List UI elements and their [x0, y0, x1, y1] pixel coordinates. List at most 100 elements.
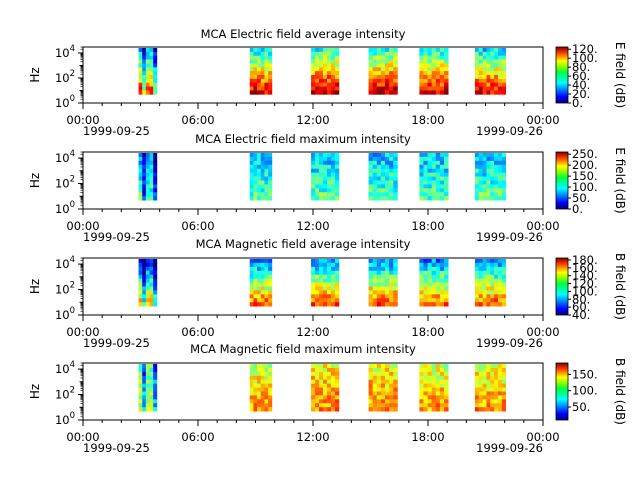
data-cell — [253, 270, 258, 276]
data-cell — [330, 278, 336, 283]
data-cell — [376, 168, 382, 174]
data-cell — [264, 78, 269, 84]
data-cell — [315, 294, 320, 299]
data-cell — [435, 184, 441, 189]
data-cell — [142, 298, 147, 303]
data-cell — [478, 192, 484, 197]
data-cell — [393, 59, 398, 64]
data-cell — [368, 278, 374, 283]
colorbar-tick-label: 40. — [572, 308, 590, 322]
data-cell — [319, 367, 324, 373]
data-cell — [334, 399, 340, 404]
data-cell — [419, 82, 424, 87]
data-cell — [268, 180, 273, 185]
data-cell — [249, 371, 254, 377]
data-cell — [376, 298, 382, 303]
data-cell — [372, 172, 378, 177]
data-cell — [311, 290, 316, 295]
data-cell — [439, 153, 445, 158]
data-cell — [419, 180, 424, 185]
data-cell — [153, 399, 158, 404]
data-cell — [311, 67, 316, 72]
data-cell — [482, 367, 487, 373]
data-cell — [311, 294, 316, 299]
data-cell — [260, 403, 265, 408]
data-cell — [497, 391, 503, 396]
data-cell — [490, 403, 495, 408]
data-cell — [319, 184, 324, 189]
data-cell — [319, 375, 324, 381]
data-cell — [478, 172, 484, 177]
data-cell — [253, 153, 258, 158]
data-cell — [486, 282, 491, 287]
data-cell — [423, 55, 428, 60]
data-cell — [253, 82, 258, 87]
data-cell — [435, 383, 441, 388]
data-cell — [474, 371, 480, 377]
y-tick-label: 104 — [55, 360, 75, 376]
data-cell — [268, 82, 273, 87]
data-cell — [385, 290, 390, 295]
data-cell — [444, 71, 449, 76]
data-cell — [326, 294, 332, 299]
data-cell — [482, 270, 487, 276]
chart-title: MCA Magnetic field average intensity — [196, 237, 411, 251]
data-cell — [419, 153, 424, 158]
colorbar-tick-label: 0. — [572, 202, 583, 216]
data-cell — [494, 164, 499, 170]
data-cell — [494, 78, 499, 84]
data-cell — [376, 180, 382, 185]
x-tick-label: 18:00 — [411, 430, 444, 444]
data-cell — [393, 274, 398, 280]
data-cell — [142, 262, 147, 268]
data-cell — [380, 379, 386, 385]
data-cell — [490, 371, 495, 377]
data-cell — [497, 180, 503, 185]
data-cell — [423, 172, 428, 177]
data-cell — [501, 270, 507, 276]
data-cell — [497, 153, 503, 158]
data-cell — [142, 274, 147, 280]
data-cell — [393, 391, 398, 396]
data-cell — [376, 47, 382, 53]
data-cell — [385, 86, 390, 91]
data-cell — [372, 55, 378, 60]
data-cell — [145, 278, 150, 283]
data-cell — [419, 78, 424, 84]
data-cell — [385, 153, 390, 158]
data-cell — [486, 302, 491, 307]
data-cell — [393, 172, 398, 177]
data-cell — [435, 262, 441, 268]
data-cell — [486, 86, 491, 91]
data-cell — [260, 407, 265, 412]
data-cell — [138, 375, 143, 381]
data-cell — [142, 294, 147, 299]
data-cell — [494, 172, 499, 177]
data-cell — [268, 286, 273, 291]
data-cell — [249, 71, 254, 76]
data-cell — [501, 67, 507, 72]
data-cell — [253, 290, 258, 295]
data-cell — [482, 379, 487, 385]
data-cell — [322, 168, 328, 174]
data-cell — [249, 180, 254, 185]
data-cell — [497, 278, 503, 283]
data-cell — [376, 375, 382, 381]
data-cell — [482, 286, 487, 291]
data-cell — [478, 160, 484, 166]
data-cell — [439, 266, 445, 272]
data-cell — [311, 387, 316, 392]
data-cell — [474, 196, 480, 201]
data-cell — [153, 164, 158, 170]
data-cell — [268, 395, 273, 400]
data-cell — [322, 364, 328, 369]
data-cell — [482, 71, 487, 76]
data-cell — [478, 290, 484, 295]
panel-4: MCA Magnetic field maximum intensity1001… — [28, 342, 627, 455]
data-cell — [149, 176, 154, 181]
data-cell — [474, 286, 480, 291]
data-cell — [385, 168, 390, 174]
data-cell — [326, 176, 332, 181]
data-cell — [257, 74, 262, 80]
data-cell — [268, 259, 273, 264]
